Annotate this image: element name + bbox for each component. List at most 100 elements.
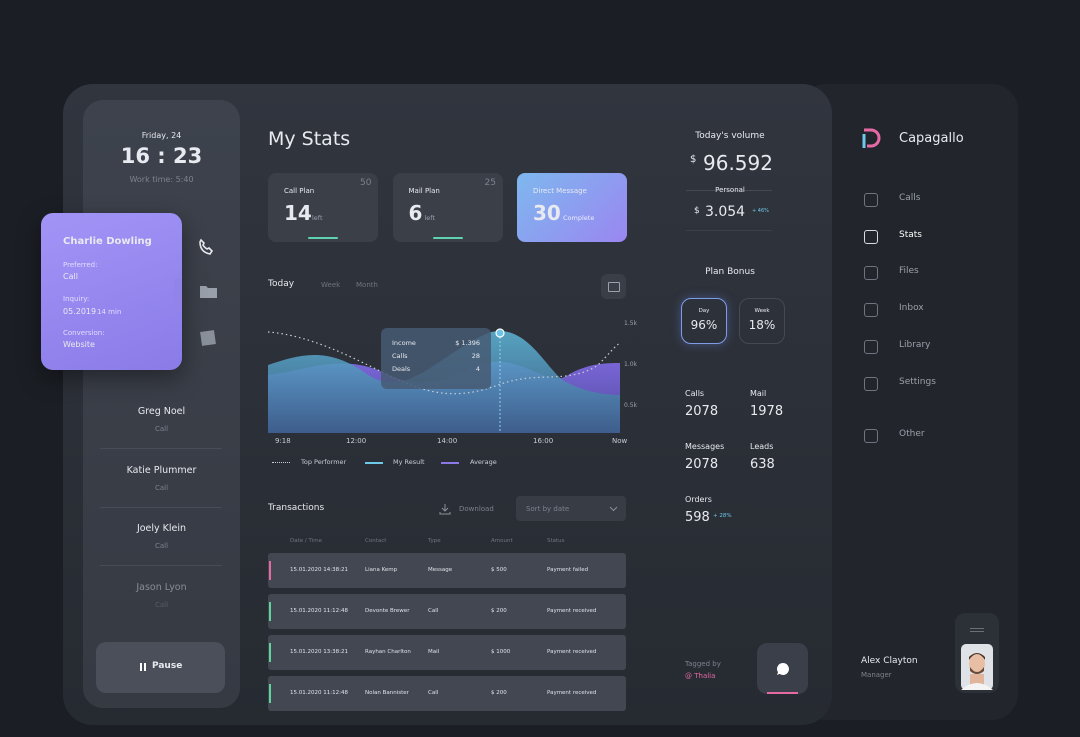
metric-value: 2078 (685, 457, 719, 472)
table-row[interactable] (268, 676, 626, 711)
contact-type: Call (154, 425, 169, 433)
metric-label: Calls (685, 389, 705, 398)
row-status-stripe (269, 561, 271, 580)
label: Preferred: (63, 261, 98, 269)
pause-button[interactable] (96, 642, 225, 693)
legend-label: Average (470, 458, 497, 466)
nav-icon (864, 377, 878, 391)
divider (686, 190, 772, 191)
nav-item[interactable]: Stats (899, 230, 922, 240)
table-row[interactable] (268, 594, 626, 629)
row-status-stripe (269, 684, 271, 703)
cell: Payment failed (547, 567, 589, 573)
cell: Payment received (547, 608, 597, 614)
metric-label: Leads (750, 442, 774, 451)
cell: Rayhan Charlton (365, 649, 411, 655)
chat-icon (777, 663, 789, 675)
work-time: Work time: 5:40 (129, 175, 194, 184)
nav-item[interactable]: Calls (899, 193, 921, 203)
nav-item[interactable]: Settings (899, 377, 936, 387)
legend-label: Top Performer (301, 458, 347, 466)
label: Conversion: (63, 329, 105, 337)
plan-value: 14 (284, 201, 312, 225)
plan-card[interactable] (392, 173, 503, 242)
calendar-button[interactable] (601, 274, 626, 299)
tagged-user[interactable]: @ Thalia (685, 672, 716, 680)
nav-icon (864, 340, 878, 354)
contact-name[interactable]: Greg Noel (137, 406, 186, 417)
bonus-ring (739, 298, 785, 344)
time: 16 : 23 (120, 144, 203, 168)
cell: Devonte Brewer (365, 608, 410, 614)
user-name: Alex Clayton (861, 656, 918, 666)
metric-label: Mail (750, 389, 767, 398)
contact-name: Charlie Dowling (63, 236, 152, 247)
nav-item[interactable]: Files (899, 266, 919, 276)
cell: 15.01.2020 11:12:48 (290, 608, 348, 614)
download-button[interactable]: Download (459, 505, 494, 513)
metric-change: + 28% (713, 513, 732, 519)
contact-name[interactable]: Katie Plummer (126, 464, 197, 476)
y-axis-label: 1.0k (624, 361, 638, 368)
divider (100, 506, 222, 508)
cell: $ 200 (491, 608, 507, 614)
sort-dropdown[interactable] (516, 496, 626, 521)
divider (686, 230, 772, 231)
tooltip-value: $ 1.396 (455, 339, 480, 347)
page-title: My Stats (268, 128, 351, 150)
table-row[interactable] (268, 553, 626, 588)
cell: $ 200 (491, 690, 507, 696)
legend-swatch (365, 462, 383, 464)
metric-value: 2078 (685, 404, 719, 419)
cell: $ 500 (491, 567, 507, 573)
nav-item[interactable]: Inbox (899, 303, 924, 313)
nav-icon (864, 230, 878, 244)
value: 14 min (97, 308, 122, 316)
contact-name[interactable]: Jason Lyon (136, 581, 187, 593)
tab[interactable]: Today (268, 279, 295, 289)
nav-icon (864, 429, 878, 443)
plan-note: left (424, 214, 436, 222)
personal-label: Personal (715, 186, 745, 194)
value: 05.2019 (63, 307, 97, 316)
plan-name: Direct Message (533, 187, 587, 195)
metric-value: 1978 (750, 404, 784, 419)
plan-value: 30 (533, 201, 561, 225)
contact-card[interactable] (41, 213, 182, 370)
plan-bonus-title: Plan Bonus (705, 267, 755, 277)
cell: Call (428, 690, 439, 696)
metric-label: Orders (685, 495, 712, 504)
tab[interactable]: Month (356, 281, 378, 289)
plan-card[interactable] (268, 173, 378, 242)
cell: Mail (428, 649, 440, 655)
download-icon (439, 504, 451, 515)
avatar (961, 644, 993, 690)
metric-value: 598 (685, 510, 710, 525)
label: Inquiry: (63, 295, 90, 303)
bonus-label: Day (698, 308, 710, 314)
contact-type: Call (154, 483, 169, 492)
tab[interactable]: Week (321, 281, 341, 289)
currency: $ (694, 206, 700, 216)
column-header: Type (428, 538, 441, 544)
chat-underline (767, 692, 798, 694)
left-icons (199, 238, 217, 346)
volume-total: 96.592 (703, 151, 773, 175)
legend-swatch (272, 462, 290, 463)
plan-card[interactable] (517, 173, 627, 242)
table-row[interactable] (268, 635, 626, 670)
x-axis-label: 16:00 (533, 437, 554, 445)
nav-icon (864, 303, 878, 317)
plan-progress (432, 237, 463, 239)
nav-item[interactable]: Other (899, 429, 925, 439)
bonus-value: 96% (690, 318, 718, 332)
card-handle[interactable] (174, 278, 182, 306)
contact-name[interactable]: Joely Klein (136, 523, 187, 534)
legend-swatch (441, 462, 459, 464)
nav-item[interactable]: Library (899, 340, 931, 350)
pause-icon (140, 663, 142, 671)
nav-icon (864, 266, 878, 280)
tooltip-label: Deals (392, 365, 411, 373)
tooltip-label: Income (392, 339, 416, 347)
